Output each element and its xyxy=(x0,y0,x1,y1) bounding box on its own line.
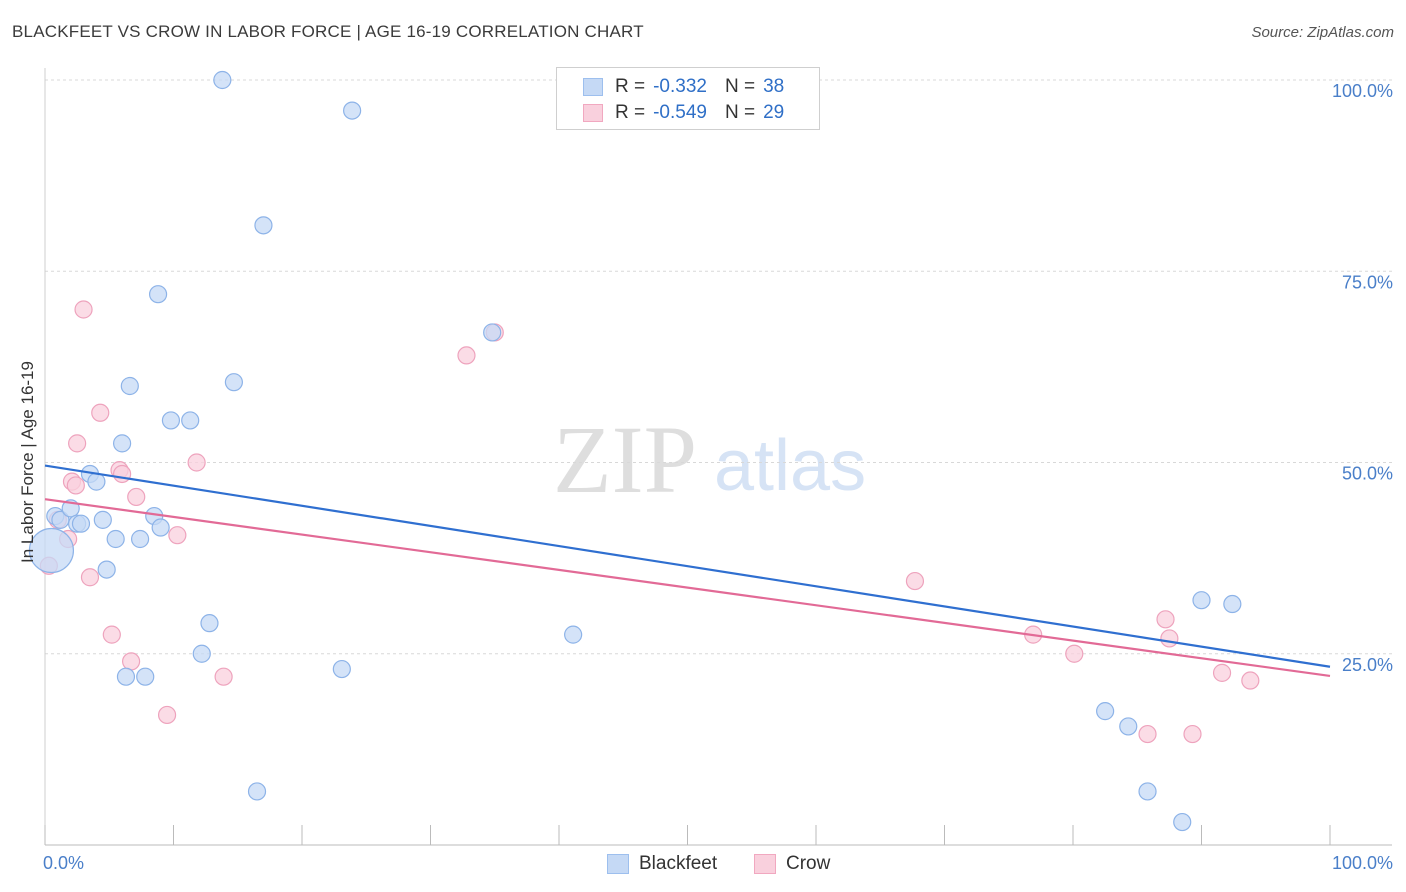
crow-point xyxy=(102,625,121,644)
axis-labels: 25.0% 50.0% 75.0% 100.0% 0.0% 100.0% In Labor … xyxy=(18,81,1393,873)
crow-point xyxy=(214,667,233,686)
blackfeet-point xyxy=(148,285,168,304)
crow-n-label: N = xyxy=(724,102,756,123)
blackfeet-trend-line xyxy=(44,464,1331,668)
crow-point xyxy=(1241,671,1260,690)
crow-points xyxy=(39,300,1260,744)
bottom-crow-swatch xyxy=(754,854,776,874)
blackfeet-r-label: R = xyxy=(615,76,646,97)
blackfeet-point xyxy=(181,411,200,430)
crow-trend-line xyxy=(44,498,1331,678)
blackfeet-point xyxy=(1223,594,1242,614)
blackfeet-point xyxy=(93,510,112,529)
source-credit: Source: ZipAtlas.com xyxy=(1251,24,1394,41)
blackfeet-point xyxy=(200,614,219,633)
crow-point xyxy=(157,705,177,725)
crow-point xyxy=(80,568,100,587)
blackfeet-point xyxy=(247,782,267,801)
x-tick-label-max: 100.0% xyxy=(1332,853,1393,873)
blackfeet-point xyxy=(106,529,125,549)
blackfeet-point xyxy=(343,101,362,120)
crow-r-value: -0.549 xyxy=(653,102,707,123)
crow-point xyxy=(74,300,93,319)
crow-swatch xyxy=(583,104,603,122)
axes xyxy=(44,68,1392,846)
blackfeet-point xyxy=(71,514,91,533)
crow-point xyxy=(1212,663,1232,682)
crow-point xyxy=(905,571,925,591)
chart-title: BLACKFEET VS CROW IN LABOR FORCE | AGE 1… xyxy=(12,22,644,41)
blackfeet-n-value: 38 xyxy=(763,76,785,97)
blackfeet-point xyxy=(564,625,583,644)
blackfeet-r-value: -0.332 xyxy=(653,76,707,97)
blackfeet-point xyxy=(1192,591,1211,610)
gridlines xyxy=(45,79,1392,655)
y-tick-label: 50.0% xyxy=(1342,464,1393,484)
crow-r-label: R = xyxy=(615,102,646,123)
bottom-blackfeet-swatch xyxy=(607,854,629,874)
y-tick-label: 75.0% xyxy=(1342,272,1393,292)
blackfeet-point xyxy=(151,518,170,537)
blackfeet-point xyxy=(254,216,273,235)
blackfeet-point xyxy=(97,560,116,579)
crow-point xyxy=(1065,644,1084,663)
blackfeet-point xyxy=(130,529,150,549)
bottom-crow-label: Crow xyxy=(786,853,831,874)
blackfeet-point xyxy=(192,644,211,663)
bottom-blackfeet-label: Blackfeet xyxy=(639,853,718,874)
blackfeet-point xyxy=(332,659,351,679)
blackfeet-swatch xyxy=(583,78,603,96)
crow-point xyxy=(121,652,141,671)
crow-point xyxy=(1156,610,1175,629)
crow-point xyxy=(66,476,85,495)
crow-point xyxy=(127,487,146,507)
crow-point xyxy=(1183,724,1202,744)
blackfeet-point xyxy=(136,667,155,686)
crow-point xyxy=(91,403,110,422)
crow-point xyxy=(457,346,476,365)
blackfeet-point xyxy=(483,323,502,342)
blackfeet-point xyxy=(120,376,139,396)
blackfeet-point xyxy=(87,472,106,491)
y-tick-label: 25.0% xyxy=(1342,655,1393,675)
x-tick-label-min: 0.0% xyxy=(43,853,84,873)
blackfeet-point xyxy=(1096,702,1115,721)
blackfeet-point xyxy=(224,373,243,392)
blackfeet-n-label: N = xyxy=(724,76,756,97)
blackfeet-points xyxy=(28,70,1242,832)
crow-point xyxy=(168,526,187,545)
blackfeet-point xyxy=(213,70,232,90)
legend-row-blackfeet: R = -0.332 N = 38 xyxy=(583,75,784,99)
trend-lines xyxy=(44,464,1331,678)
crow-point xyxy=(187,453,206,472)
blackfeet-point xyxy=(112,434,132,453)
blackfeet-point xyxy=(1173,812,1192,832)
blackfeet-point xyxy=(116,667,136,686)
crow-point xyxy=(68,434,87,453)
y-tick-label: 100.0% xyxy=(1332,81,1393,101)
bottom-legend-crow: Crow xyxy=(754,852,830,876)
crow-n-value: 29 xyxy=(763,102,785,123)
watermark-zip: ZIP xyxy=(553,406,697,513)
y-axis-title: In Labor Force | Age 16-19 xyxy=(18,361,37,563)
blackfeet-point xyxy=(1138,782,1157,801)
bottom-legend-blackfeet: Blackfeet xyxy=(607,852,717,876)
blackfeet-point xyxy=(161,411,181,430)
watermark: ZIP atlas xyxy=(553,406,866,513)
blackfeet-point xyxy=(28,527,75,574)
watermark-atlas: atlas xyxy=(714,426,866,506)
crow-point xyxy=(1138,724,1157,744)
crow-point xyxy=(1160,629,1179,648)
crow-point xyxy=(112,464,132,484)
correlation-legend: R = -0.332 N = 38 R = -0.549 N = 29 xyxy=(556,67,820,130)
blackfeet-point xyxy=(1119,717,1138,736)
legend-row-crow: R = -0.549 N = 29 xyxy=(583,101,784,125)
